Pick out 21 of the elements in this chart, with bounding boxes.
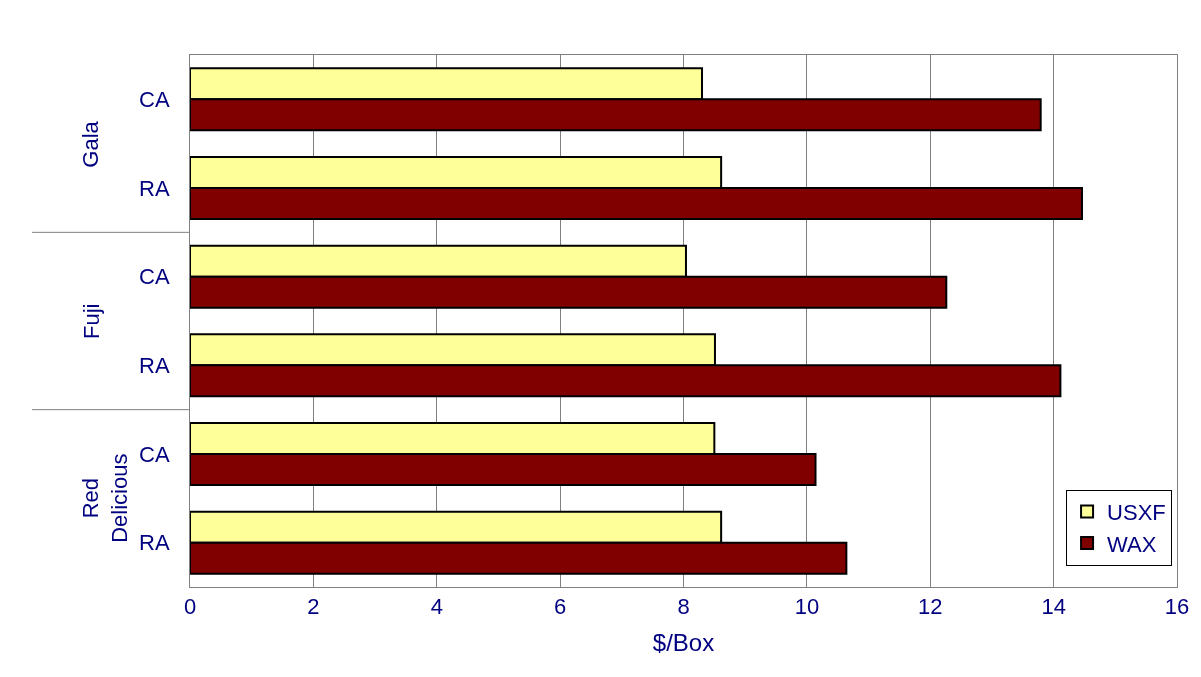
y-tick-label: RA [139,175,170,201]
x-tick-label: 6 [554,594,567,620]
x-axis-title: $/Box [652,628,715,656]
text: Gala [78,120,104,168]
legend-label: USXF [1107,500,1166,526]
y-tick-label: CA [139,87,170,113]
x-tick-label: 4 [430,594,443,620]
text: Red Delicious [78,453,132,543]
y-tick-label: RA [139,530,170,556]
x-tick-label: 12 [918,594,943,620]
y-tick-label: CA [139,264,170,290]
x-tick-label: 0 [183,594,197,620]
x-tick-label: 2 [307,594,320,620]
y-tick-label: CA [139,441,170,467]
x-tick-label: 16 [1164,594,1190,620]
y-tick-label: RA [139,353,170,379]
legend-label: WAX [1107,531,1157,557]
text: Fuji [79,303,104,339]
x-tick-label: 14 [1041,594,1066,620]
x-tick-label: 10 [794,594,820,620]
x-tick-label: 8 [677,594,690,620]
